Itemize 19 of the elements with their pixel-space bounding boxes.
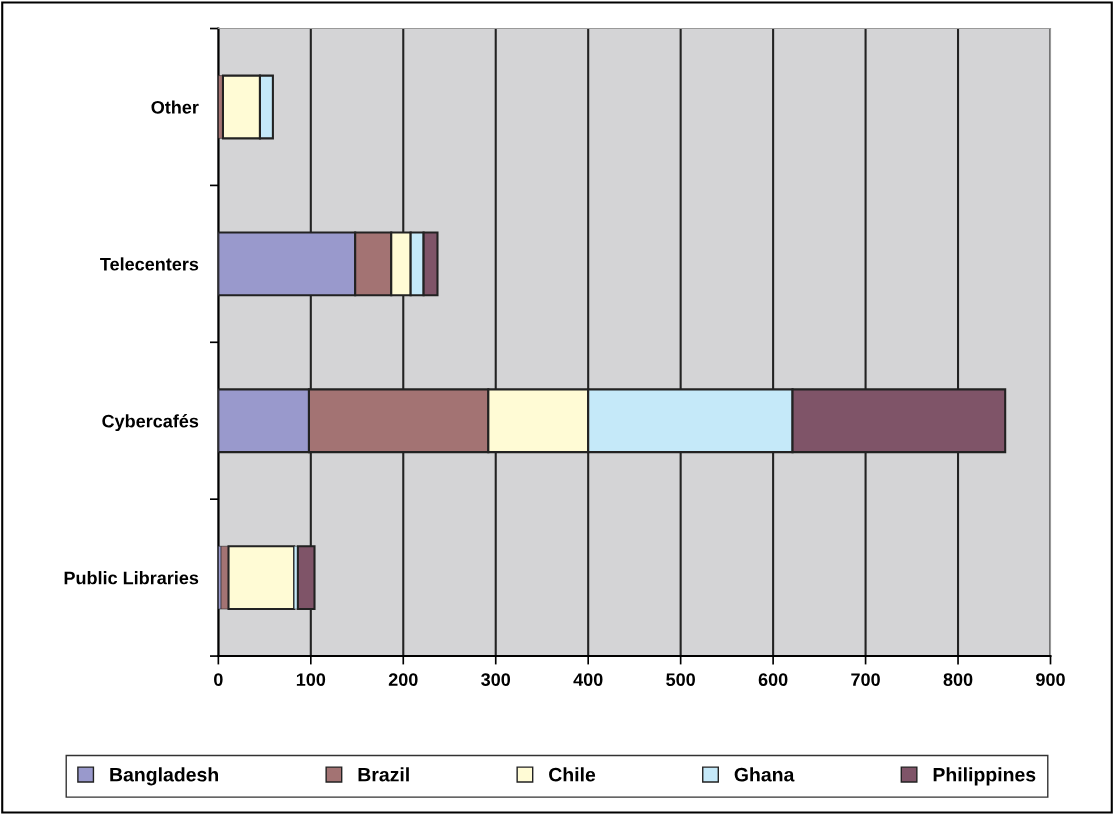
legend-label: Philippines	[933, 767, 1036, 786]
x-tick-label: 800	[943, 673, 973, 686]
x-tick-label: 500	[666, 673, 695, 686]
y-tick-label: Public Libraries	[64, 571, 199, 585]
x-tick-label: 0	[214, 673, 223, 686]
x-tick-label: 200	[388, 673, 418, 686]
x-tick-label: 100	[296, 673, 326, 686]
legend-label: Chile	[549, 767, 596, 782]
x-tick-label: 700	[851, 673, 880, 686]
legend-label: Brazil	[358, 767, 409, 782]
y-tick-label: Telecenters	[100, 257, 199, 271]
y-tick-label: Other	[151, 100, 199, 114]
legend-label: Bangladesh	[110, 767, 218, 786]
x-tick-label: 600	[758, 673, 788, 686]
x-tick-label: 900	[1036, 673, 1065, 686]
legend-label: Ghana	[734, 767, 795, 782]
x-tick-label: 300	[481, 673, 511, 687]
x-tick-label: 400	[573, 673, 603, 686]
y-tick-label: Cybercafés	[102, 414, 199, 432]
